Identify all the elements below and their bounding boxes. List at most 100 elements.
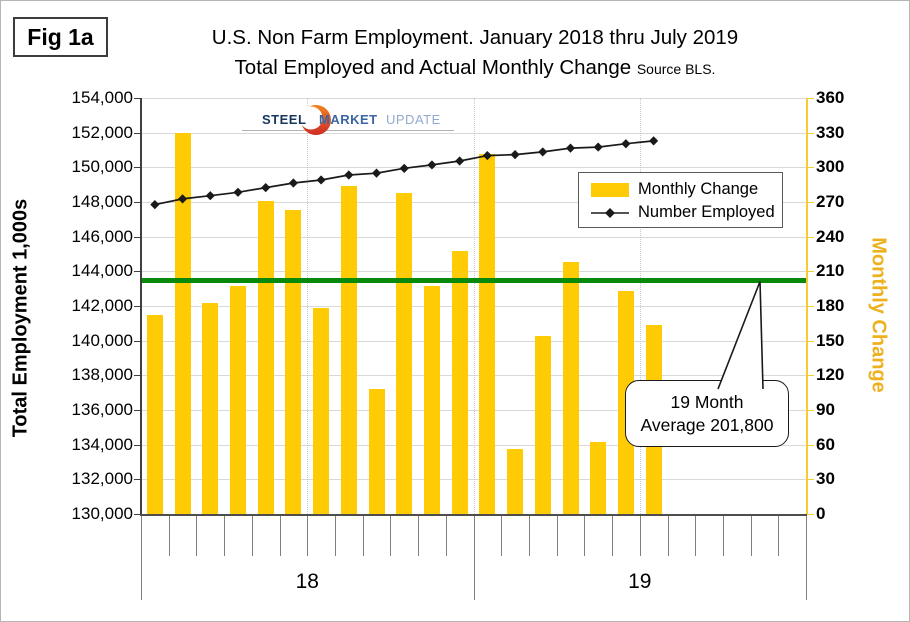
bar-monthly-change [202,302,219,514]
right-tick-label: 30 [816,469,835,489]
chart-title-line1: U.S. Non Farm Employment. January 2018 t… [211,26,739,49]
right-axis-tick [806,410,814,411]
left-tick-label: 140,000 [71,330,133,350]
year-separator-tick [806,516,807,600]
bar-monthly-change [479,153,496,514]
chart-subtitle: Total Employed and Actual Monthly Change [234,56,632,79]
left-tick-label: 152,000 [71,122,133,142]
legend-item-number-employed: Number Employed [591,201,782,224]
month-tick [612,516,613,556]
left-tick-label: 138,000 [71,365,133,385]
right-tick-label: 330 [816,122,845,142]
legend-label-monthly-change: Monthly Change [638,180,759,198]
left-tick-label: 148,000 [71,192,133,211]
month-tick [168,516,170,556]
bar-monthly-change [146,315,163,514]
month-tick [639,516,641,556]
bar-monthly-change [368,389,385,514]
bar-monthly-change [285,210,302,514]
left-tick-label: 154,000 [71,88,133,107]
bar-monthly-change [313,308,330,514]
right-tick-label: 210 [816,261,845,281]
right-tick-label: 0 [816,504,826,523]
right-tick-label: 60 [816,434,835,454]
left-tick-label: 136,000 [71,400,133,419]
right-axis-tick [806,375,814,377]
right-axis-tick [806,98,814,99]
month-tick [196,516,198,556]
right-tick-label: 90 [816,400,835,419]
left-axis-tick [134,410,141,411]
left-tick-label: 142,000 [71,296,133,315]
bar-monthly-change [451,250,468,514]
chart-title-line2: Total Employed and Actual Monthly Change… [120,56,830,80]
right-axis-tick [806,132,814,134]
month-tick [556,516,558,556]
right-tick-label: 180 [816,296,845,315]
v-gridline-dotted [639,98,641,514]
month-tick [528,516,530,556]
monthly-change-swatch [591,182,629,197]
right-tick-label: 270 [816,192,845,211]
left-tick-label: 132,000 [71,469,133,489]
month-tick [362,516,364,556]
month-tick [390,516,392,556]
month-tick [722,516,724,556]
month-tick [501,516,503,556]
bar-monthly-change [257,200,274,514]
logo-word-steel: STEEL [262,112,307,127]
legend: Monthly Change Number Employed [578,172,783,228]
left-tick-label: 144,000 [71,261,133,281]
month-tick [224,516,226,556]
bar-monthly-change [562,262,579,514]
bar-monthly-change [534,336,551,514]
left-tick-label: 134,000 [71,434,133,454]
x-axis-year-label: 19 [628,570,652,593]
month-tick [418,516,420,556]
figure-label: Fig 1a [27,23,94,50]
left-axis-tick [134,306,141,307]
callout-19-month-average: 19 Month Average 201,800 [625,380,789,447]
callout-line1: 19 Month [670,391,744,412]
left-axis-tick [134,236,141,238]
month-tick [307,516,309,556]
left-axis-tick [134,375,141,377]
source-note: Source BLS. [636,61,716,77]
month-tick [778,516,780,556]
left-axis-tick [134,132,141,134]
right-axis-tick [806,271,814,273]
left-tick-label: 150,000 [71,157,133,177]
v-gridline-dotted [473,98,475,514]
legend-label-number-employed: Number Employed [638,203,775,221]
right-tick-label: 360 [816,88,845,107]
month-tick [251,516,253,556]
month-tick [667,516,669,556]
right-axis-tick [806,479,814,481]
month-tick [279,516,281,556]
bar-monthly-change [423,286,440,514]
right-tick-label: 120 [816,365,845,385]
logo-underline [242,130,454,131]
left-axis-tick [134,98,141,99]
v-gridline-dotted [307,98,309,514]
figure-label-box: Fig 1a [13,17,108,57]
left-axis-line [140,98,142,514]
right-axis-line [806,98,808,514]
bar-monthly-change [340,185,357,514]
left-axis-tick [134,340,141,342]
month-tick [584,516,586,556]
steel-market-update-logo: STEEL MARKET UPDATE [242,104,462,135]
bar-monthly-change [174,132,191,514]
logo-word-market: MARKET [319,112,378,127]
left-axis-tick [134,202,141,203]
left-axis-tick [134,271,141,273]
month-tick [445,516,447,556]
left-tick-label: 146,000 [71,226,133,246]
legend-line-diamond-sample [591,207,629,218]
callout-line2: Average 201,800 [640,414,774,435]
right-tick-label: 150 [816,330,845,350]
right-axis-tick [806,306,814,307]
bar-monthly-change [396,192,413,514]
